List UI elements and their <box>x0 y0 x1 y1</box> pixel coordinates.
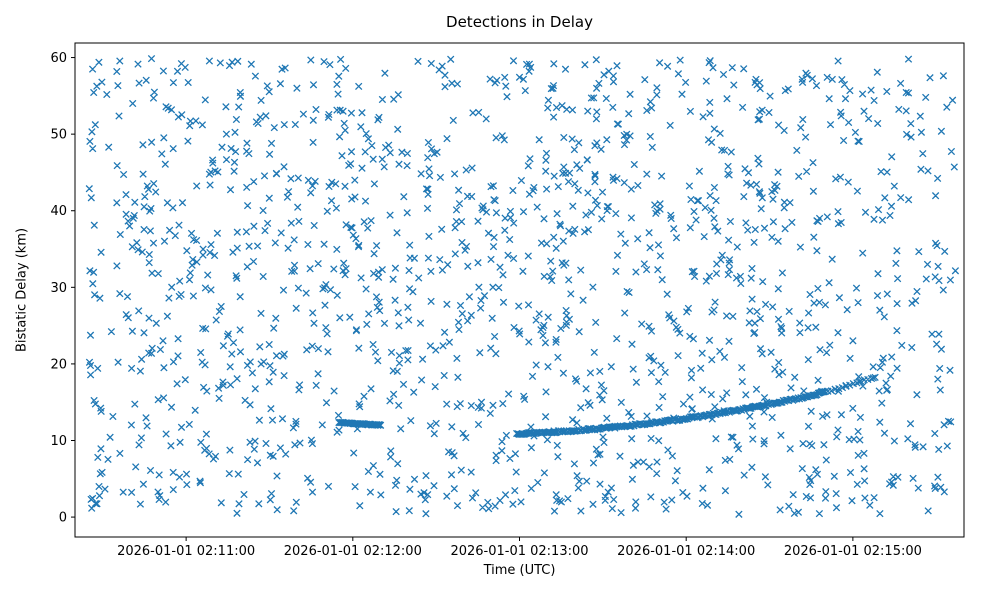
y-axis-label: Bistatic Delay (km) <box>14 227 30 353</box>
x-tick-label: 2026-01-01 02:15:00 <box>784 544 922 559</box>
y-tick-label: 30 <box>50 281 67 296</box>
scatter-series-long-track-dense <box>513 387 829 438</box>
y-tick-label: 60 <box>50 51 67 66</box>
scatter-series-clutter-noise <box>85 54 960 518</box>
x-tick-label: 2026-01-01 02:13:00 <box>450 544 588 559</box>
x-tick-label: 2026-01-01 02:14:00 <box>617 544 755 559</box>
y-axis: 0 10 20 30 40 50 60 <box>50 51 75 526</box>
chart-title: Detections in Delay <box>446 13 593 31</box>
y-tick-label: 40 <box>50 204 67 219</box>
x-tick-label: 2026-01-01 02:11:00 <box>117 544 255 559</box>
y-tick-label: 20 <box>50 357 67 372</box>
y-tick-label: 50 <box>50 128 67 143</box>
plot-frame <box>74 42 965 538</box>
scatter-series-long-track-tail <box>824 373 879 395</box>
x-axis: 2026-01-01 02:11:00 2026-01-01 02:12:00 20… <box>117 537 922 559</box>
scatter-series-short-track <box>335 418 385 429</box>
y-tick-label: 10 <box>50 434 67 449</box>
x-tick-label: 2026-01-01 02:12:00 <box>284 544 422 559</box>
y-tick-label: 0 <box>59 511 67 526</box>
x-axis-label: Time (UTC) <box>483 563 556 578</box>
